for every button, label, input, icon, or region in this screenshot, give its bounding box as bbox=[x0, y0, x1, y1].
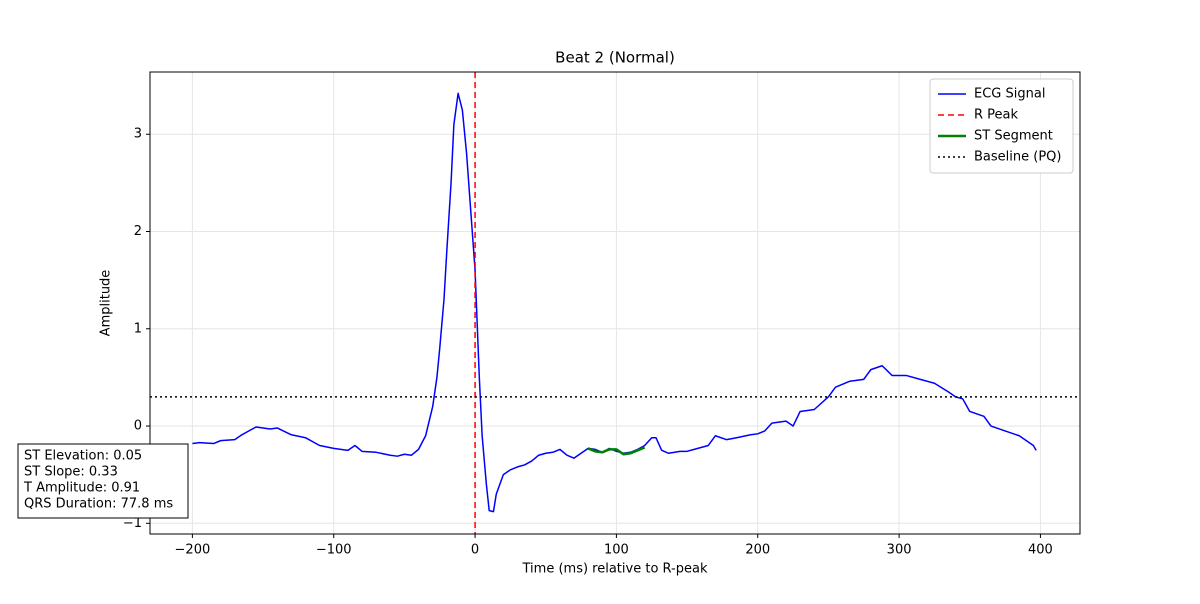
x-tick-label: −100 bbox=[316, 543, 352, 558]
y-tick-label: 1 bbox=[134, 321, 142, 336]
y-tick-label: 3 bbox=[134, 127, 142, 142]
chart-title: Beat 2 (Normal) bbox=[555, 49, 675, 67]
legend-label: Baseline (PQ) bbox=[974, 150, 1061, 165]
series-line bbox=[587, 446, 646, 456]
y-axis-label: Amplitude bbox=[99, 270, 114, 337]
legend-label: ST Segment bbox=[974, 129, 1053, 144]
legend-label: ECG Signal bbox=[974, 87, 1045, 102]
annotation-text: QRS Duration: 77.8 ms bbox=[24, 497, 173, 512]
x-tick-label: −200 bbox=[175, 543, 211, 558]
series-line bbox=[192, 92, 1037, 513]
x-tick-label: 400 bbox=[1028, 543, 1053, 558]
x-tick-label: 300 bbox=[887, 543, 912, 558]
x-tick-label: 0 bbox=[471, 543, 479, 558]
annotation-text: ST Elevation: 0.05 bbox=[24, 449, 142, 464]
annotation-text: T Amplitude: 0.91 bbox=[23, 481, 140, 496]
x-axis-label: Time (ms) relative to R-peak bbox=[522, 562, 708, 577]
annotation-box bbox=[17, 443, 189, 519]
y-tick-label: 2 bbox=[134, 224, 142, 239]
annotation-text: ST Slope: 0.33 bbox=[24, 465, 118, 480]
x-tick-label: 100 bbox=[604, 543, 629, 558]
x-tick-label: 200 bbox=[745, 543, 770, 558]
y-tick-label: 0 bbox=[134, 419, 142, 434]
y-tick-label: −1 bbox=[123, 516, 142, 531]
legend-label: R Peak bbox=[974, 108, 1019, 123]
legend-box bbox=[929, 78, 1074, 174]
plot-frame bbox=[149, 71, 1081, 535]
